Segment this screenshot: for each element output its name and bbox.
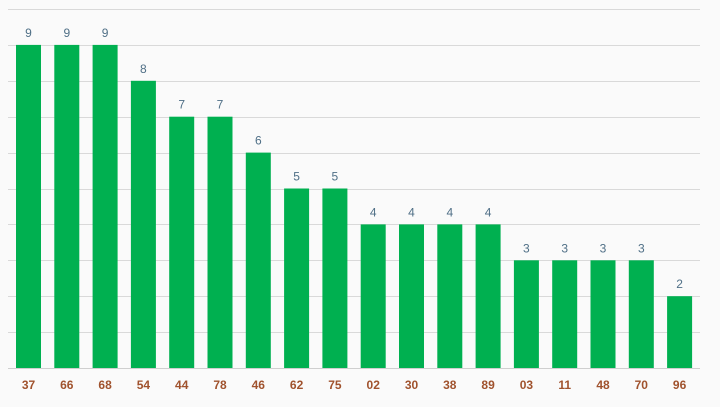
- data-label-48: 3: [600, 241, 607, 255]
- category-label-96: 96: [673, 378, 687, 392]
- bar-02: [360, 224, 386, 368]
- data-label-30: 4: [408, 205, 415, 219]
- bar-96: [667, 296, 693, 368]
- category-label-03: 03: [520, 378, 534, 392]
- category-labels: 37 66 68 54 44 78 46 62 75 02 30 38 89 03 11 48 70 96: [22, 378, 687, 392]
- data-label-46: 6: [255, 134, 262, 148]
- bar-46: [245, 152, 271, 368]
- data-label-38: 4: [446, 205, 453, 219]
- bars: [16, 44, 693, 369]
- category-label-66: 66: [60, 378, 74, 392]
- bar-78: [207, 116, 233, 368]
- data-label-11: 3: [561, 241, 568, 255]
- data-label-70: 3: [638, 241, 645, 255]
- data-label-44: 7: [178, 98, 185, 112]
- bar-37: [16, 44, 41, 369]
- bar-75: [322, 188, 348, 368]
- bar-70: [628, 260, 654, 368]
- category-label-68: 68: [98, 378, 112, 392]
- category-label-62: 62: [290, 378, 304, 392]
- category-label-48: 48: [596, 378, 610, 392]
- data-label-03: 3: [523, 241, 530, 255]
- category-label-38: 38: [443, 378, 457, 392]
- category-label-75: 75: [328, 378, 342, 392]
- data-label-62: 5: [293, 170, 300, 184]
- bar-54: [130, 80, 156, 369]
- bar-48: [590, 260, 616, 368]
- category-label-78: 78: [213, 378, 227, 392]
- data-label-75: 5: [332, 170, 339, 184]
- category-label-37: 37: [22, 378, 36, 392]
- data-label-02: 4: [370, 205, 377, 219]
- bar-03: [513, 260, 539, 368]
- data-label-89: 4: [485, 205, 492, 219]
- value-labels: 9 9 9 8 7 7 6 5 5 4 4 4 4 3 3 3 3 2: [25, 26, 683, 291]
- category-label-89: 89: [481, 378, 495, 392]
- bar-38: [437, 224, 463, 368]
- category-label-70: 70: [635, 378, 649, 392]
- data-label-96: 2: [676, 277, 683, 291]
- data-label-66: 9: [63, 26, 70, 40]
- data-label-78: 7: [217, 98, 224, 112]
- category-label-02: 02: [367, 378, 381, 392]
- bar-68: [92, 44, 118, 369]
- category-label-30: 30: [405, 378, 419, 392]
- bar-44: [169, 116, 195, 368]
- category-label-44: 44: [175, 378, 189, 392]
- gridlines: [8, 9, 700, 369]
- category-label-54: 54: [137, 378, 151, 392]
- bar-62: [284, 188, 310, 368]
- data-label-54: 8: [140, 62, 147, 76]
- bar-11: [552, 260, 578, 368]
- category-label-11: 11: [558, 378, 571, 392]
- data-label-68: 9: [102, 26, 109, 40]
- data-label-37: 9: [25, 26, 32, 40]
- bar-89: [475, 224, 501, 368]
- bar-66: [54, 44, 80, 369]
- category-label-46: 46: [252, 378, 266, 392]
- bar-30: [399, 224, 424, 368]
